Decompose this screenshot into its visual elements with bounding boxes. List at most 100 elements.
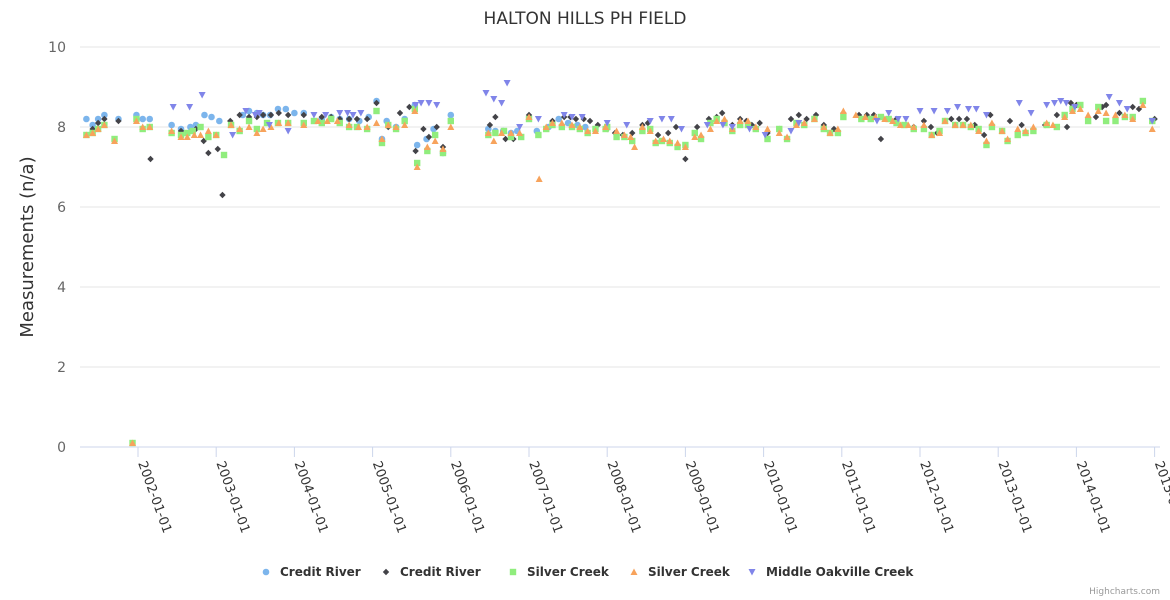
data-point[interactable] <box>834 125 842 133</box>
data-point[interactable] <box>1077 101 1084 109</box>
data-point[interactable] <box>139 123 147 131</box>
data-point[interactable] <box>613 133 620 141</box>
data-point[interactable] <box>413 141 421 149</box>
data-point[interactable] <box>568 114 576 121</box>
data-point[interactable] <box>928 131 936 139</box>
data-point[interactable] <box>904 121 912 129</box>
data-point[interactable] <box>378 135 386 143</box>
data-point[interactable] <box>251 112 259 119</box>
data-point[interactable] <box>677 126 685 133</box>
data-point[interactable] <box>363 115 371 123</box>
data-point[interactable] <box>602 123 610 131</box>
data-point[interactable] <box>94 119 102 127</box>
data-point[interactable] <box>591 127 599 135</box>
data-point[interactable] <box>982 137 990 145</box>
data-point[interactable] <box>870 111 878 119</box>
data-point[interactable] <box>220 151 228 159</box>
data-point[interactable] <box>889 117 897 125</box>
data-point[interactable] <box>413 159 421 167</box>
data-point[interactable] <box>744 121 752 129</box>
data-point[interactable] <box>840 113 847 121</box>
data-point[interactable] <box>948 115 955 123</box>
data-point[interactable] <box>896 121 904 129</box>
data-point[interactable] <box>951 121 959 129</box>
data-point[interactable] <box>620 131 628 139</box>
data-point[interactable] <box>568 121 576 129</box>
legend-item[interactable]: Silver Creek <box>509 565 610 579</box>
data-point[interactable] <box>396 109 404 117</box>
data-point[interactable] <box>190 131 198 139</box>
data-point[interactable] <box>357 110 365 117</box>
data-point[interactable] <box>284 128 292 135</box>
data-point[interactable] <box>275 109 282 117</box>
data-point[interactable] <box>1053 123 1061 131</box>
data-point[interactable] <box>927 123 935 131</box>
data-point[interactable] <box>746 126 754 133</box>
data-point[interactable] <box>697 131 705 139</box>
legend-item[interactable]: Credit River <box>382 565 481 579</box>
data-point[interactable] <box>1076 105 1084 113</box>
data-point[interactable] <box>691 133 699 141</box>
data-point[interactable] <box>584 127 592 135</box>
data-point[interactable] <box>1123 106 1131 113</box>
data-point[interactable] <box>646 127 654 135</box>
data-point[interactable] <box>420 125 427 133</box>
data-point[interactable] <box>764 135 771 143</box>
data-point[interactable] <box>433 102 441 109</box>
data-point[interactable] <box>1071 104 1079 111</box>
data-point[interactable] <box>980 131 988 139</box>
data-point[interactable] <box>941 117 949 125</box>
data-point[interactable] <box>623 122 631 129</box>
data-point[interactable] <box>423 143 431 151</box>
credits-link[interactable]: Highcharts.com <box>1089 587 1160 597</box>
data-point[interactable] <box>693 123 701 131</box>
data-point[interactable] <box>291 109 298 117</box>
data-point[interactable] <box>284 111 292 119</box>
data-point[interactable] <box>227 121 235 129</box>
data-point[interactable] <box>168 127 176 135</box>
data-point[interactable] <box>259 111 267 119</box>
data-point[interactable] <box>560 112 568 119</box>
data-point[interactable] <box>728 124 736 131</box>
data-point[interactable] <box>373 99 380 107</box>
data-point[interactable] <box>94 125 102 133</box>
data-point[interactable] <box>89 129 97 137</box>
data-point[interactable] <box>1102 117 1110 125</box>
data-point[interactable] <box>1068 107 1076 115</box>
data-point[interactable] <box>719 122 727 129</box>
data-point[interactable] <box>267 123 275 131</box>
data-point[interactable] <box>323 117 331 125</box>
data-point[interactable] <box>548 119 556 127</box>
data-point[interactable] <box>852 111 860 119</box>
data-point[interactable] <box>534 116 542 123</box>
data-point[interactable] <box>582 123 589 131</box>
data-point[interactable] <box>525 113 533 121</box>
data-point[interactable] <box>920 121 928 129</box>
data-point[interactable] <box>345 115 353 123</box>
data-point[interactable] <box>603 120 611 127</box>
data-point[interactable] <box>1015 100 1023 107</box>
data-point[interactable] <box>284 119 292 127</box>
data-point[interactable] <box>82 131 90 139</box>
data-point[interactable] <box>627 133 635 141</box>
data-point[interactable] <box>654 131 662 139</box>
data-point[interactable] <box>216 117 223 125</box>
data-point[interactable] <box>736 121 744 129</box>
data-point[interactable] <box>881 115 889 123</box>
data-point[interactable] <box>920 117 928 125</box>
data-point[interactable] <box>858 115 865 123</box>
data-point[interactable] <box>558 119 566 127</box>
data-point[interactable] <box>83 115 90 123</box>
data-point[interactable] <box>490 137 498 145</box>
data-point[interactable] <box>1148 118 1156 125</box>
data-point[interactable] <box>197 123 204 131</box>
data-point[interactable] <box>198 92 206 99</box>
data-point[interactable] <box>219 191 226 199</box>
data-point[interactable] <box>1014 131 1021 139</box>
data-point[interactable] <box>1030 127 1037 135</box>
data-point[interactable] <box>259 125 267 133</box>
data-point[interactable] <box>916 108 924 115</box>
data-point[interactable] <box>1129 103 1136 111</box>
data-point[interactable] <box>89 125 96 133</box>
data-point[interactable] <box>344 110 352 117</box>
